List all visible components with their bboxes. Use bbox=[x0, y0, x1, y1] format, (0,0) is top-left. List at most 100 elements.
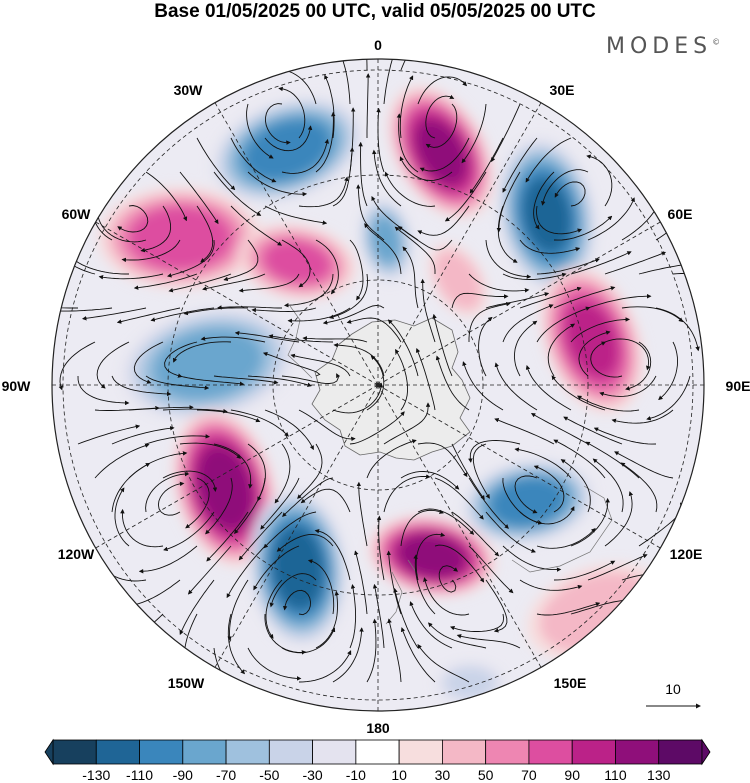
streamline bbox=[399, 75, 414, 139]
streamline bbox=[356, 184, 385, 241]
streamline bbox=[451, 292, 509, 309]
streamline bbox=[302, 336, 368, 343]
streamline bbox=[491, 103, 521, 163]
streamline bbox=[553, 286, 616, 309]
streamline bbox=[365, 73, 371, 138]
meridian-line bbox=[214, 102, 379, 386]
streamline bbox=[234, 477, 266, 534]
colorbar-tick-label: 50 bbox=[478, 767, 494, 783]
streamline bbox=[349, 239, 364, 301]
streamline bbox=[315, 590, 340, 649]
streamline bbox=[333, 342, 385, 377]
australia-coast bbox=[511, 485, 613, 573]
streamline bbox=[553, 439, 606, 479]
streamline bbox=[395, 348, 408, 411]
streamline bbox=[533, 465, 565, 513]
streamline bbox=[157, 481, 185, 516]
streamline bbox=[409, 601, 453, 649]
meridian-line bbox=[95, 384, 379, 549]
streamline bbox=[468, 301, 511, 342]
colorbar-swatch bbox=[182, 739, 227, 765]
streamline bbox=[346, 317, 402, 343]
streamline bbox=[502, 545, 562, 572]
streamline bbox=[519, 239, 581, 254]
streamline bbox=[77, 375, 130, 406]
streamline bbox=[111, 375, 172, 397]
streamline bbox=[264, 409, 314, 451]
streamline bbox=[140, 205, 172, 253]
streamline bbox=[400, 627, 436, 683]
streamline bbox=[587, 554, 648, 581]
lon-label-120w: 120W bbox=[58, 546, 95, 562]
streamline bbox=[415, 347, 436, 411]
lon-label-90e: 90E bbox=[726, 378, 750, 394]
streamline bbox=[213, 375, 279, 385]
streamline bbox=[456, 634, 521, 649]
streamline bbox=[419, 137, 470, 172]
streamline bbox=[284, 273, 334, 308]
streamline bbox=[513, 320, 538, 377]
streamline bbox=[551, 375, 606, 411]
antarctica-landmass bbox=[311, 317, 471, 461]
streamline bbox=[227, 579, 249, 641]
streamline bbox=[269, 573, 317, 608]
colorbar-swatch bbox=[615, 739, 660, 765]
colorbar-swatch bbox=[571, 739, 616, 765]
streamline bbox=[264, 125, 313, 152]
streamline bbox=[525, 365, 572, 411]
streamline bbox=[519, 286, 582, 309]
streamline bbox=[438, 565, 459, 593]
streamline bbox=[577, 395, 640, 412]
lon-label-120e: 120E bbox=[670, 546, 703, 562]
streamline bbox=[265, 579, 283, 639]
streamline bbox=[349, 584, 357, 649]
streamline bbox=[329, 273, 368, 319]
streamline bbox=[68, 255, 129, 275]
south-america-tip bbox=[287, 305, 313, 379]
streamline bbox=[114, 487, 130, 547]
streamline bbox=[298, 176, 349, 208]
streamline bbox=[265, 103, 291, 145]
streamline bbox=[230, 137, 277, 183]
streamline bbox=[563, 416, 623, 445]
streamline bbox=[251, 307, 317, 313]
streamline bbox=[415, 532, 446, 581]
colorbar-tick-label: 90 bbox=[564, 767, 580, 783]
streamline bbox=[314, 528, 351, 581]
colorbar-tick-label: -50 bbox=[259, 767, 279, 783]
streamline bbox=[386, 550, 402, 615]
streamline bbox=[315, 239, 339, 295]
anomaly-center-12 bbox=[462, 460, 594, 544]
streamline bbox=[397, 226, 453, 251]
streamline bbox=[417, 205, 470, 236]
lon-label-60w: 60W bbox=[62, 206, 92, 222]
streamline bbox=[162, 470, 218, 492]
anomaly-band bbox=[443, 666, 497, 700]
south-pole-dot bbox=[375, 382, 381, 388]
streamline bbox=[425, 94, 455, 139]
streamline bbox=[420, 278, 436, 343]
streamline bbox=[399, 156, 453, 181]
streamline bbox=[434, 477, 484, 520]
streamline bbox=[400, 471, 460, 490]
streamline bbox=[334, 59, 351, 105]
streamline bbox=[655, 307, 700, 352]
streamline bbox=[451, 511, 500, 557]
colorbar-tick-label: 110 bbox=[604, 767, 627, 783]
streamline bbox=[519, 506, 575, 525]
streamline bbox=[387, 618, 402, 683]
colorbar-tick-label: 10 bbox=[391, 767, 407, 783]
streamline bbox=[145, 471, 190, 513]
streamline bbox=[502, 137, 538, 193]
streamline bbox=[394, 226, 436, 274]
anomaly-center-14 bbox=[436, 661, 504, 705]
longitude-labels: 0 30E 60E 90E 120E 150E 180 150W 120W 90W 60W 30W bbox=[2, 37, 750, 736]
colorbar-swatch bbox=[312, 739, 357, 765]
streamline bbox=[541, 169, 589, 206]
streamline bbox=[96, 341, 130, 389]
streamline bbox=[383, 59, 399, 105]
streamline bbox=[485, 511, 536, 553]
colorbar-swatch bbox=[139, 739, 184, 765]
streamline bbox=[497, 205, 518, 263]
